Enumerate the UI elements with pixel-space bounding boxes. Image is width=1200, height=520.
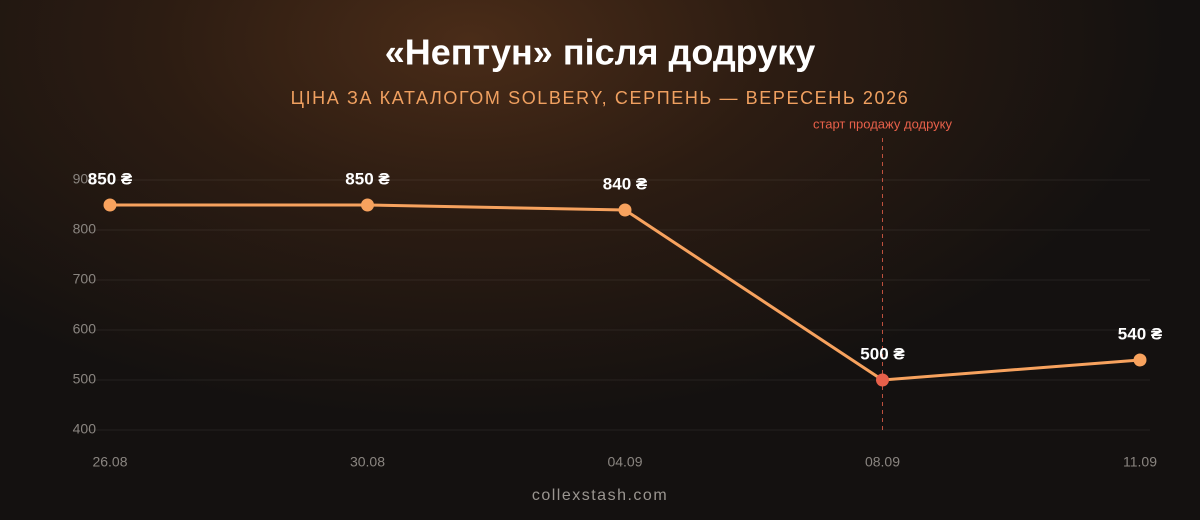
y-tick-label: 700 bbox=[73, 271, 97, 287]
x-tick-label: 11.09 bbox=[1123, 454, 1157, 470]
point bbox=[618, 203, 632, 217]
value-label: 850 ₴ bbox=[345, 169, 390, 188]
annotation-text: старт продажу додруку bbox=[813, 116, 953, 131]
value-label: 540 ₴ bbox=[1118, 324, 1163, 343]
point bbox=[1133, 353, 1147, 367]
y-tick-label: 900 bbox=[73, 171, 97, 187]
line bbox=[110, 203, 1141, 382]
point bbox=[876, 373, 889, 387]
x-tick-label: 30.08 bbox=[350, 454, 385, 470]
point bbox=[361, 198, 374, 212]
chart-subtitle: ЦІНА ЗА КАТАЛОГОМ SOLBERY, СЕРПЕНЬ — ВЕР… bbox=[291, 88, 910, 108]
x-tick-label: 08.09 bbox=[865, 454, 900, 470]
value-label: 850 ₴ bbox=[88, 169, 133, 188]
footer: collexstash.com bbox=[532, 487, 668, 504]
y-tick-label: 500 bbox=[73, 371, 97, 387]
y-tick-label: 600 bbox=[73, 321, 97, 337]
y-tick-label: 400 bbox=[73, 421, 97, 437]
point bbox=[103, 198, 117, 212]
value-label: 500 ₴ bbox=[860, 344, 905, 363]
chart-title: «Нептун» після додруку bbox=[385, 32, 816, 73]
x-tick-label: 04.09 bbox=[607, 454, 642, 470]
y-tick-label: 800 bbox=[73, 221, 97, 237]
value-label: 840 ₴ bbox=[603, 174, 648, 193]
x-tick-label: 26.08 bbox=[92, 454, 127, 470]
